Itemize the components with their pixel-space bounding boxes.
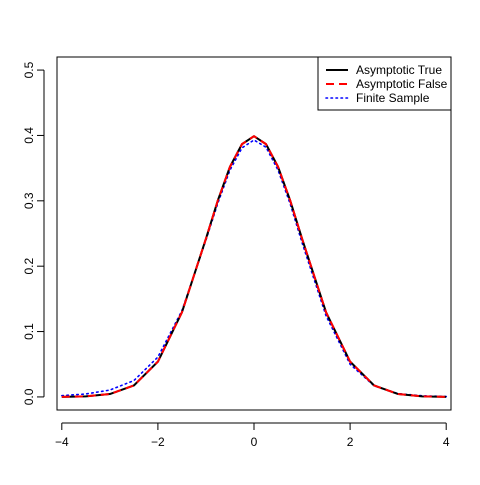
y-tick-label: 0.5 [22, 61, 36, 78]
y-tick-label: 0.1 [22, 323, 36, 340]
x-tick-label: −2 [151, 435, 165, 449]
axes-layer: −4 −2 0 2 4 0.0 0.1 0.2 0.3 0.4 0.5 [22, 56, 452, 449]
x-tick-label: 4 [443, 435, 450, 449]
legend-label: Asymptotic False [356, 77, 448, 91]
series-line-asymptotic-false [61, 135, 447, 398]
legend-label: Finite Sample [356, 91, 430, 105]
series-layer [61, 135, 447, 398]
y-tick-label: 0.4 [22, 127, 36, 144]
y-tick-label: 0.2 [22, 258, 36, 275]
x-tick-label: 2 [347, 435, 354, 449]
plot-frame [56, 56, 452, 411]
y-tick-label: 0.0 [22, 388, 36, 405]
x-tick-label: −4 [55, 435, 69, 449]
x-tick-label: 0 [251, 435, 258, 449]
y-tick-label: 0.3 [22, 192, 36, 209]
legend-label: Asymptotic True [356, 63, 442, 77]
